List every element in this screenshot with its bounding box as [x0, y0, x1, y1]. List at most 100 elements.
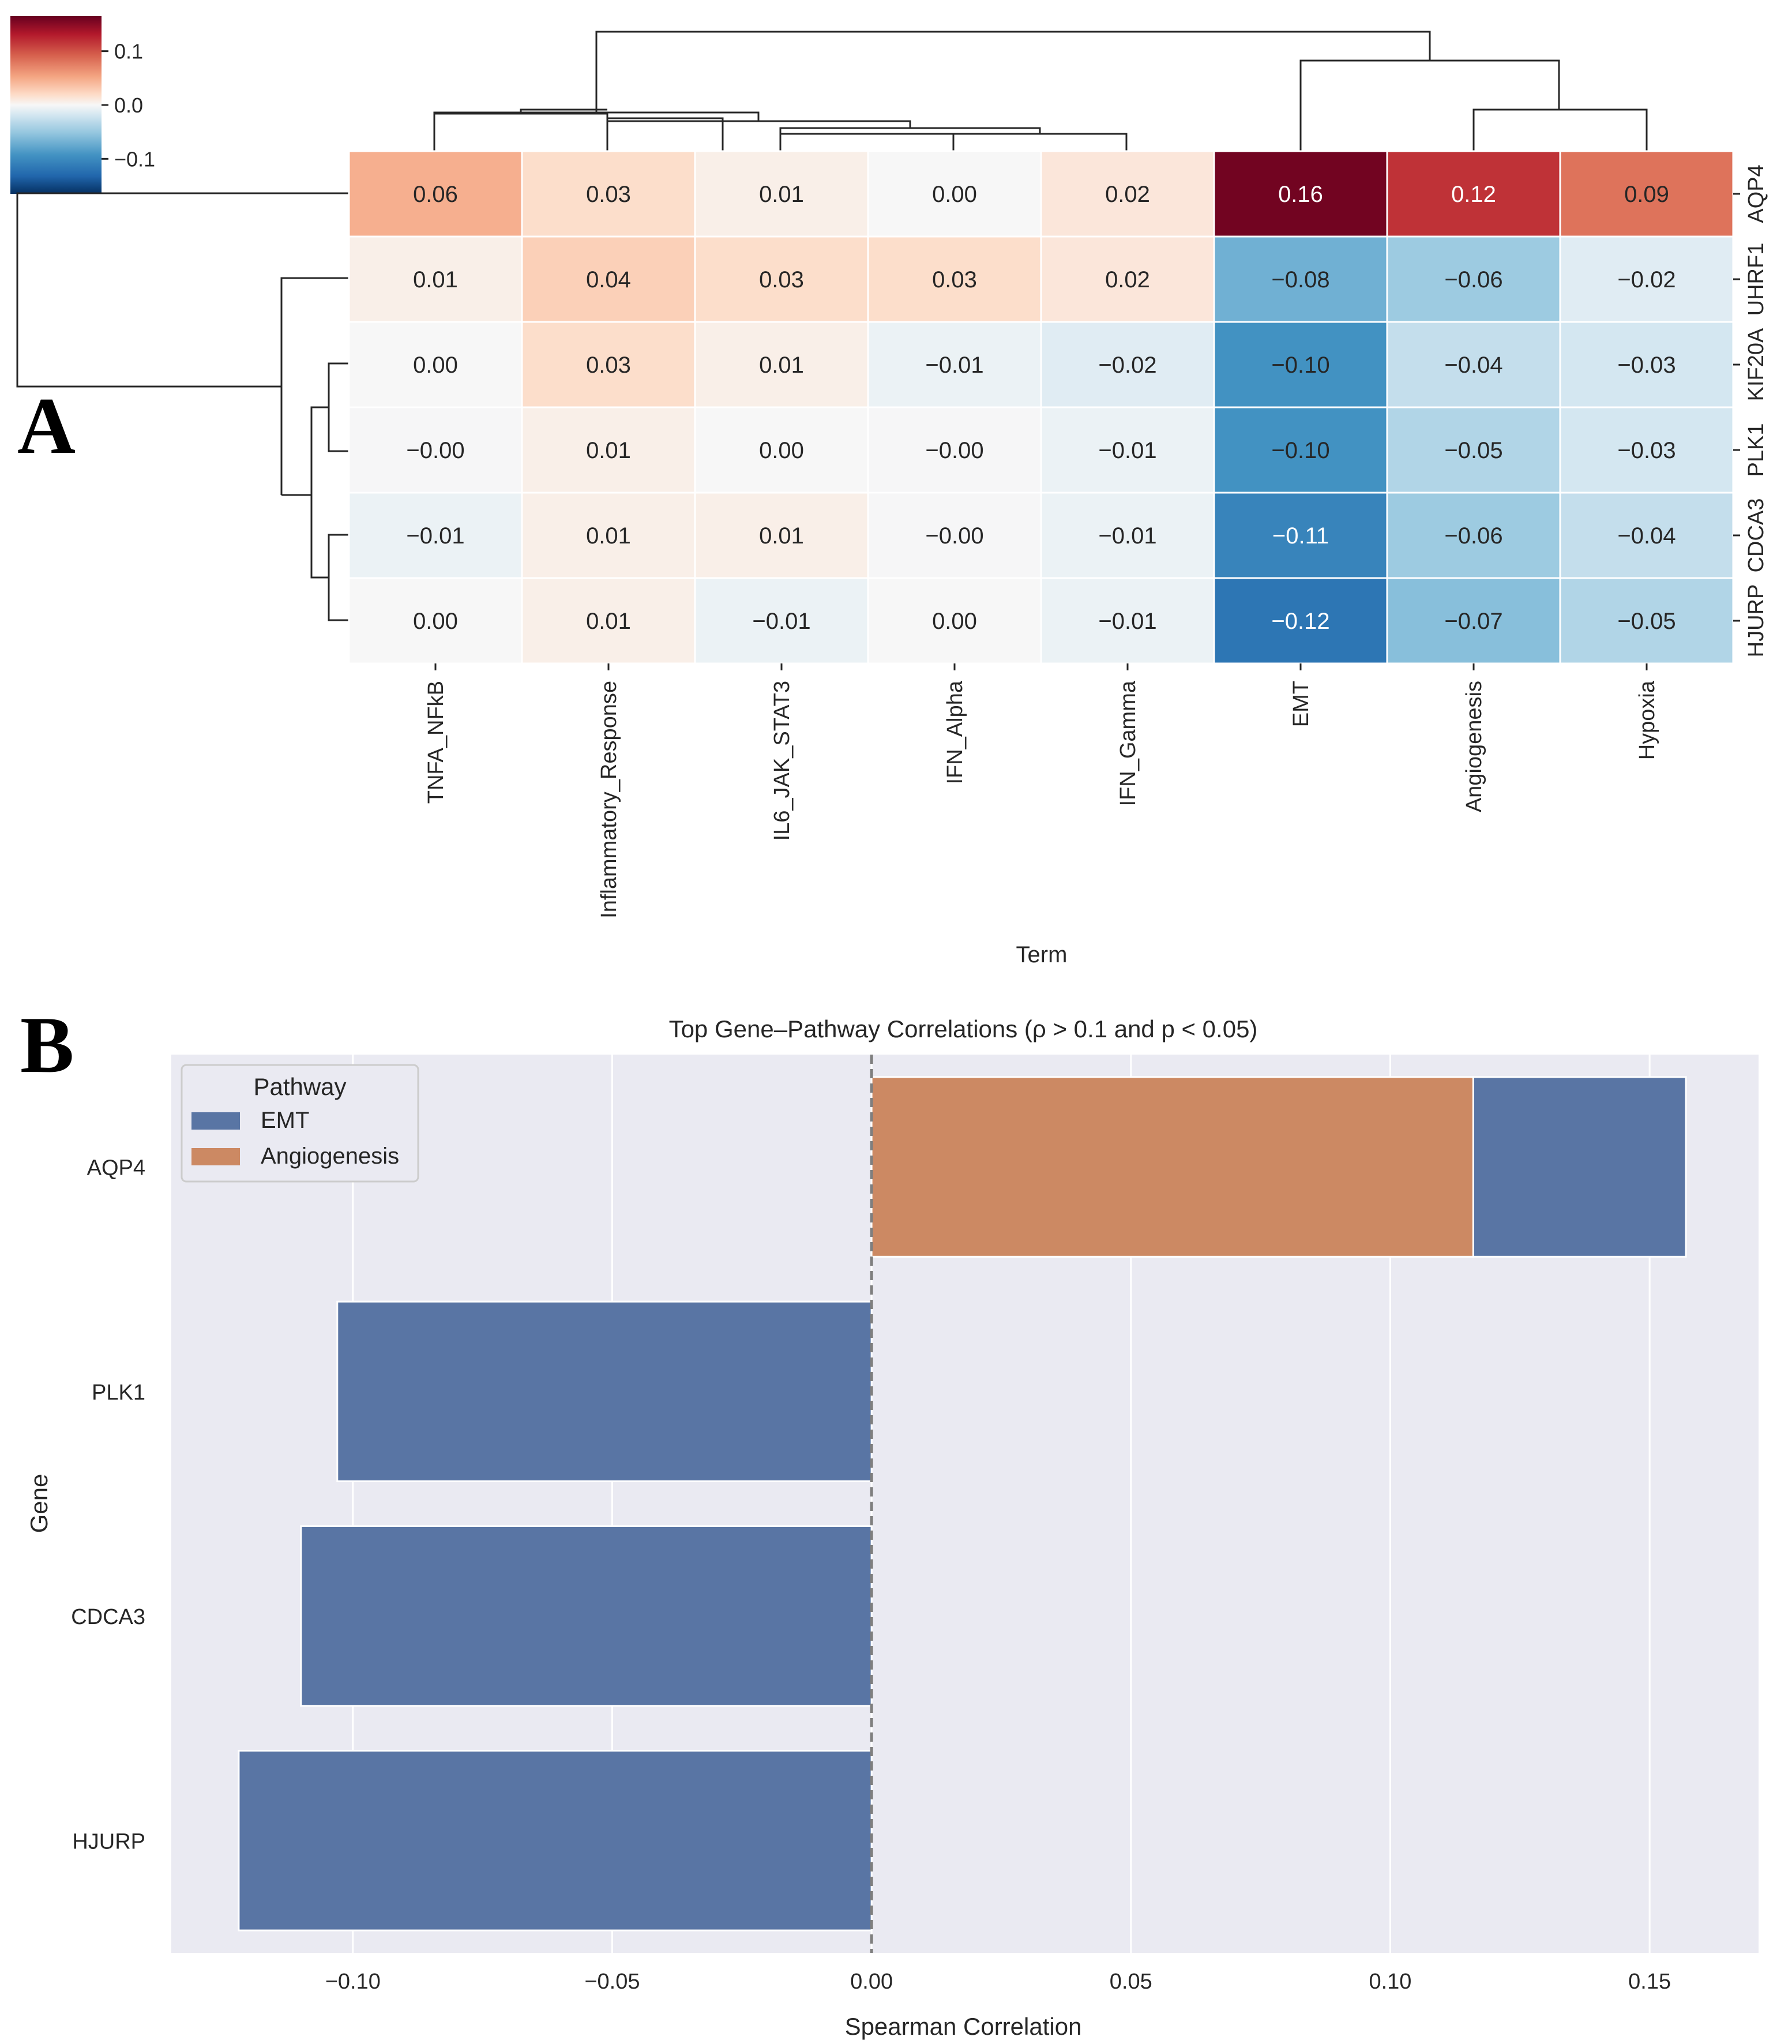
heatmap-row-label: KIF20A [1744, 328, 1768, 401]
legend-title: Pathway [253, 1073, 346, 1100]
heatmap-column-label: TNFA_NFkB [424, 681, 448, 804]
heatmap-cell-value: 0.06 [413, 182, 458, 207]
heatmap-cell [1213, 577, 1388, 665]
colorbar-ticks: 0.1 0.0 −0.1 [102, 40, 155, 171]
heatmap-cell-value: 0.00 [932, 182, 977, 207]
heatmap-cell [867, 492, 1042, 579]
heatmap-cell-value: 0.09 [1624, 182, 1669, 207]
heatmap-cells: 0.06 0.03 0.01 0.00 0.02 0.16 0.12 0.09 0.01 0.04… [348, 150, 1734, 665]
heatmap-cell [867, 406, 1042, 494]
x-tick-label: −0.10 [325, 1970, 381, 1994]
x-tick-label: −0.05 [584, 1970, 640, 1994]
legend: Pathway EMT Angiogenesis [181, 1064, 419, 1183]
heatmap-x-axis-label: Term [1016, 942, 1068, 967]
dendro-link [779, 133, 955, 151]
heatmap-cell-value: 0.01 [759, 352, 804, 378]
heatmap-cell [867, 235, 1042, 323]
colorbar [10, 16, 102, 194]
x-tick-label: 0.05 [1110, 1970, 1152, 1994]
heatmap-cell-value: −0.10 [1271, 352, 1329, 378]
heatmap-cell-value: −0.01 [925, 352, 983, 378]
heatmap-cell-value: 0.01 [586, 609, 631, 634]
y-category-label: PLK1 [92, 1381, 145, 1405]
heatmap-cell [1386, 235, 1561, 323]
heatmap-cell [867, 321, 1042, 408]
y-category-label: HJURP [72, 1829, 145, 1854]
heatmap-cell [348, 492, 523, 579]
heatmap-cell [1040, 321, 1215, 408]
heatmap-cell-value: −0.01 [406, 523, 464, 549]
panel-b-letter: B [20, 1000, 74, 1090]
heatmap-cell-value: −0.11 [1272, 523, 1329, 549]
heatmap-cell-value: −0.06 [1444, 523, 1502, 549]
heatmap-cell-value: −0.01 [752, 609, 810, 634]
legend-swatch-emt [191, 1112, 240, 1130]
x-tick-label: 0.10 [1369, 1970, 1411, 1994]
heatmap-cell [1040, 577, 1215, 665]
heatmap-cell [348, 321, 523, 408]
heatmap-cell-value: −0.02 [1617, 267, 1675, 292]
colorbar-tick-label: −0.1 [114, 147, 155, 171]
heatmap-cell [348, 406, 523, 494]
heatmap-cell-value: −0.02 [1098, 352, 1156, 378]
heatmap-cell [1213, 150, 1388, 238]
heatmap-cell [1040, 235, 1215, 323]
heatmap-cell-value: −0.04 [1444, 352, 1502, 378]
heatmap-cell [1559, 406, 1734, 494]
heatmap-cell-value: −0.01 [1098, 609, 1156, 634]
x-tick-labels: −0.10 −0.05 0.00 0.05 0.10 0.15 [325, 1970, 1671, 1994]
heatmap-cell [1386, 406, 1561, 494]
heatmap-cell-value: 0.02 [1105, 182, 1150, 207]
colorbar-tick-label: 0.0 [114, 93, 143, 117]
y-category-labels: AQP4 PLK1 CDCA3 HJURP [71, 1156, 145, 1854]
heatmap-column-label: Inflammatory_Response [597, 681, 621, 918]
heatmap-cell [521, 321, 696, 408]
heatmap-cell [694, 577, 869, 665]
heatmap-cell-value: −0.01 [1098, 438, 1156, 463]
row-dendrogram [16, 192, 349, 621]
heatmap-cell [694, 492, 869, 579]
bar-chart-title: Top Gene–Pathway Correlations (ρ > 0.1 a… [669, 1015, 1258, 1042]
heatmap-cell-value: −0.05 [1617, 609, 1675, 634]
heatmap-cell-value: −0.03 [1617, 352, 1675, 378]
dendro-link [1472, 108, 1648, 151]
dendro-link [953, 133, 1128, 151]
y-category-label: CDCA3 [71, 1605, 145, 1629]
heatmap-row-label: AQP4 [1744, 164, 1768, 223]
heatmap-cell [867, 577, 1042, 665]
heatmap-column-label: EMT [1289, 681, 1313, 727]
heatmap-cell-value: 0.01 [586, 523, 631, 549]
heatmap-row-label: UHRF1 [1744, 243, 1768, 316]
heatmap-cell [521, 150, 696, 238]
heatmap-cell-value: −0.08 [1271, 267, 1329, 292]
heatmap-cell-value: 0.04 [586, 267, 631, 292]
heatmap-cell [1559, 235, 1734, 323]
bar-emt-cdca3 [300, 1525, 873, 1707]
heatmap-cell [348, 150, 523, 238]
heatmap-cell-value: −0.01 [1098, 523, 1156, 549]
heatmap-cell-value: −0.04 [1617, 523, 1675, 549]
dendro-link [280, 277, 349, 495]
bar-emt-hjurp [238, 1750, 873, 1932]
heatmap-cell-value: −0.03 [1617, 438, 1675, 463]
heatmap-cell-value: 0.00 [413, 609, 458, 634]
heatmap-cell [1213, 235, 1388, 323]
heatmap-cell-value: 0.12 [1451, 182, 1496, 207]
heatmap-cell-value: −0.05 [1444, 438, 1502, 463]
heatmap-cell-value: −0.00 [925, 438, 983, 463]
heatmap-cell-value: 0.02 [1105, 267, 1150, 292]
heatmap-column-labels: TNFA_NFkB Inflammatory_Response IL6_JAK_ST… [424, 663, 1659, 918]
heatmap-cell-value: 0.03 [759, 267, 804, 292]
heatmap-cell [1386, 150, 1561, 238]
heatmap-cell [1213, 492, 1388, 579]
heatmap-cell-value: 0.01 [413, 267, 458, 292]
heatmap-cell [1386, 492, 1561, 579]
dendro-link [310, 406, 329, 579]
heatmap-row-label: CDCA3 [1744, 498, 1768, 573]
x-tick-label: 0.15 [1628, 1970, 1671, 1994]
bar-x-axis-label: Spearman Correlation [845, 2013, 1082, 2040]
column-dendrogram [433, 31, 1648, 151]
heatmap-cell-value: −0.00 [406, 438, 464, 463]
heatmap-cell [1559, 492, 1734, 579]
